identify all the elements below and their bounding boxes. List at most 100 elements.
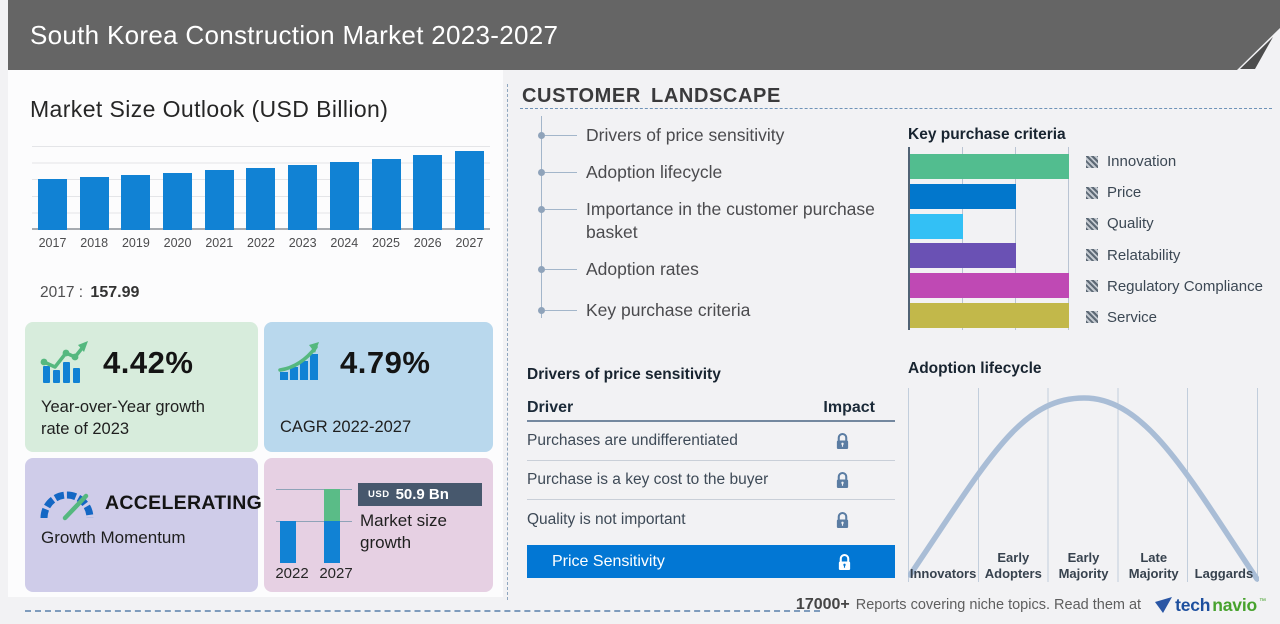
legend-label: Quality (1107, 215, 1154, 233)
key-purchase-criteria-chart (908, 147, 1069, 330)
footer-divider (25, 610, 820, 612)
stage-label: Laggards (1194, 565, 1254, 581)
logo-text-tech: tech (1175, 594, 1211, 615)
legend-item: Quality (1086, 211, 1280, 236)
yoy-growth-label: Year-over-Year growth rate of 2023 (41, 398, 205, 439)
market-outlook-title: Market Size Outlook (USD Billion) (30, 96, 389, 122)
bar-cell (78, 177, 111, 230)
legend-swatch-icon (1086, 249, 1098, 262)
lock-icon (836, 432, 849, 449)
driver-label: Quality is not important (527, 510, 686, 528)
legend-item: Service (1086, 305, 1280, 330)
landscape-item: Key purchase criteria (538, 299, 896, 322)
driver-label: Purchase is a key cost to the buyer (527, 471, 769, 488)
market-size-bar (121, 175, 151, 230)
year-tick-label: 2024 (330, 236, 359, 250)
technavio-logo[interactable]: tech navio ™ (1155, 595, 1266, 616)
legend-item: Innovation (1086, 149, 1280, 174)
market-size-bar (454, 151, 484, 230)
list-connector (545, 310, 577, 311)
year-tick-label: 2022 (247, 236, 275, 250)
market-size-bar (371, 159, 401, 230)
market-size-bar (288, 165, 318, 230)
yoy-growth-value: 4.42% (103, 345, 194, 380)
page-curl-icon (1237, 28, 1280, 70)
adoption-lifecycle-title: Adoption lifecycle (908, 360, 1042, 377)
list-connector (545, 209, 577, 210)
market-size-growth-label: Market size growth (360, 511, 447, 553)
customer-landscape-underline (520, 108, 1272, 109)
price-sensitivity-title: Drivers of price sensitivity (527, 366, 721, 383)
list-dot-icon (538, 307, 545, 314)
list-dot-icon (538, 132, 545, 139)
bar-chart-trend-icon (40, 341, 88, 383)
landscape-item: Drivers of price sensitivity (538, 124, 896, 147)
year-tick-label: 2017 (38, 236, 67, 250)
driver-label: Purchases are undifferentiated (527, 432, 738, 449)
base-value: 157.99 (90, 284, 140, 301)
legend-label: Innovation (1107, 153, 1177, 170)
impact-column-header: Impact (823, 398, 875, 416)
table-header: Driver Impact (527, 395, 895, 422)
speedometer-icon (40, 491, 94, 521)
price-sensitivity-highlight-row: Price Sensitivity (527, 545, 895, 578)
key-purchase-criteria-title: Key purchase criteria (908, 126, 1066, 143)
footer: 17000+ Reports covering niche topics. Re… (796, 590, 1274, 620)
legend-label: Regulatory Compliance (1107, 277, 1263, 295)
momentum-label: Growth Momentum (41, 528, 186, 547)
mini-base-bar (324, 521, 340, 563)
mini-year-label: 2027 (319, 565, 353, 582)
year-tick-label: 2027 (455, 236, 484, 250)
usd-badge: USD 50.9 Bn (358, 483, 482, 506)
momentum-value: ACCELERATING (105, 491, 263, 514)
legend-label: Service (1107, 308, 1158, 326)
year-tick-label: 2019 (121, 236, 150, 250)
impact-lock (835, 432, 850, 450)
base-colon: : (78, 284, 84, 301)
adoption-stage-labels: Innovators Early Adopters Early Majority La… (908, 532, 1259, 582)
legend-item: Price (1086, 180, 1280, 205)
cagr-label: CAGR 2022-2027 (280, 418, 412, 436)
driver-row: Quality is not important (527, 500, 895, 539)
year-tick-label: 2023 (288, 236, 317, 250)
adoption-lifecycle-grid (908, 388, 1259, 582)
bar-cell (119, 175, 152, 230)
market-size-bar (163, 173, 193, 230)
list-dot-icon (538, 266, 545, 273)
driver-row: Purchase is a key cost to the buyer (527, 461, 895, 500)
bar-cell (244, 168, 277, 230)
base-year-stat: 2017 : 157.99 (40, 284, 139, 302)
bar-cell (453, 151, 486, 230)
mini-base-bar (280, 521, 296, 563)
legend-swatch-icon (1086, 217, 1098, 230)
impact-lock (835, 511, 850, 529)
stage-label: Late Majority (1128, 549, 1179, 581)
page-title: South Korea Construction Market 2023-202… (30, 20, 559, 50)
list-spine (541, 116, 542, 318)
technavio-arrow-icon (1155, 596, 1173, 613)
market-size-bar (79, 177, 109, 230)
customer-landscape-title: CUSTOMER LANDSCAPE (522, 85, 781, 107)
highlight-label: Price Sensitivity (552, 552, 665, 570)
landscape-item-label: Adoption lifecycle (586, 162, 723, 182)
landscape-item-label: Adoption rates (586, 259, 699, 279)
bar-cell (36, 179, 69, 230)
legend-swatch-icon (1086, 311, 1098, 324)
legend-swatch-icon (1086, 280, 1098, 293)
header-bar: South Korea Construction Market 2023-202… (8, 0, 1280, 70)
market-size-bar (204, 170, 234, 230)
impact-lock (837, 553, 852, 571)
legend-swatch-icon (1086, 155, 1098, 168)
lock-icon (836, 471, 849, 488)
market-size-bar (246, 168, 276, 230)
landscape-item-label: Drivers of price sensitivity (586, 125, 785, 145)
footer-message: Reports covering niche topics. Read them… (855, 597, 1142, 613)
list-connector (545, 135, 577, 136)
bar-cell (286, 165, 319, 230)
stage-label: Early Adopters (984, 549, 1042, 581)
logo-text-navio: navio (1212, 594, 1257, 615)
cagr-card: 4.79% CAGR 2022-2027 (264, 322, 493, 452)
yoy-growth-card: 4.42% Year-over-Year growth rate of 2023 (25, 322, 258, 452)
reference-line (276, 521, 352, 522)
